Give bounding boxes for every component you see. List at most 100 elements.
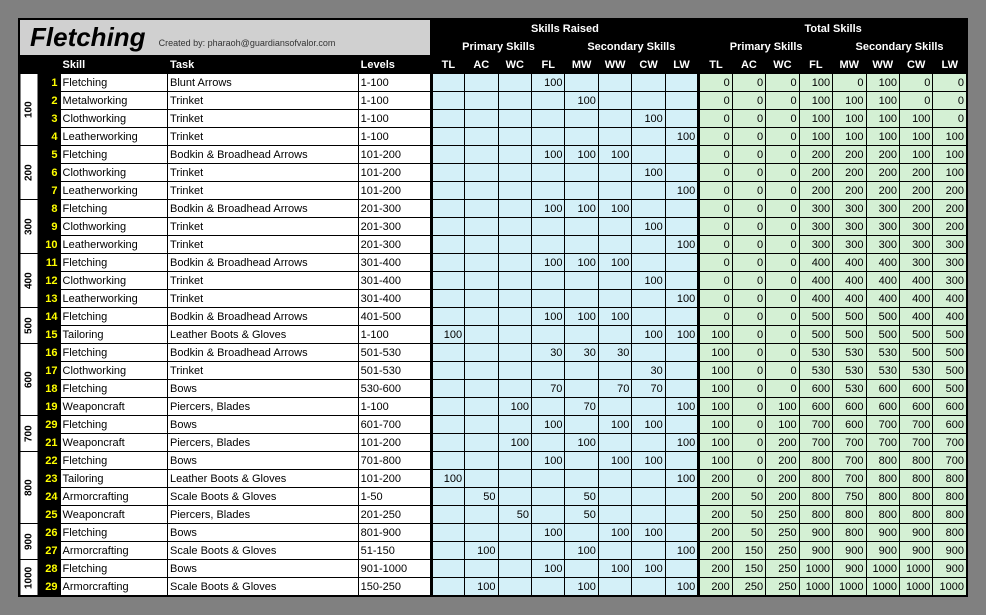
task-cell: Trinket [168,92,359,110]
ts-cell: 1000 [866,578,899,596]
sr-cell [565,236,598,254]
skill-cell: Armorcrafting [60,578,167,596]
ts-cell: 500 [833,308,866,326]
ts-cell: 0 [766,110,799,128]
sr-cell: 100 [531,452,564,470]
sr-cell [598,506,631,524]
ts-cell: 0 [766,254,799,272]
ts-cell: 0 [766,290,799,308]
sr-cell [565,218,598,236]
table-row: 24ArmorcraftingScale Boots & Gloves1-505… [20,488,967,506]
sr-cell: 100 [565,434,598,452]
ts-cell: 100 [699,344,732,362]
ts-cell: 200 [799,182,832,200]
sr-cell: 100 [531,146,564,164]
row-number: 13 [38,290,60,308]
sr-cell: 100 [598,452,631,470]
sr-cell [498,380,531,398]
ts-cell: 400 [933,308,967,326]
row-number: 4 [38,128,60,146]
levels-cell: 301-400 [358,254,431,272]
ts-cell: 500 [933,362,967,380]
ts-cell: 0 [699,218,732,236]
task-cell: Scale Boots & Gloves [168,578,359,596]
group-skills-raised: Skills Raised [431,20,699,38]
ts-cell: 0 [766,164,799,182]
sr-cell [431,74,464,92]
task-cell: Leather Boots & Gloves [168,470,359,488]
ts-cell: 100 [899,146,932,164]
ts-cell: 1000 [899,578,932,596]
sr-cell [632,92,665,110]
ts-cell: 150 [732,560,765,578]
sr-cell [465,110,498,128]
ts-cell: 600 [799,380,832,398]
ts-cell: 250 [766,578,799,596]
ts-cell: 600 [866,380,899,398]
sr-cell: 100 [565,254,598,272]
sr-cell [632,398,665,416]
sr-cell: 100 [565,200,598,218]
sr-cell [431,416,464,434]
ts-cell: 530 [866,362,899,380]
ts-cell: 0 [732,110,765,128]
sr-cell [465,254,498,272]
sr-cell [632,434,665,452]
table-row: 40011FletchingBodkin & Broadhead Arrows3… [20,254,967,272]
levels-cell: 101-200 [358,182,431,200]
ts-cell: 530 [833,380,866,398]
row-number: 12 [38,272,60,290]
fletching-sheet: Fletching Created by: pharaoh@guardianso… [18,18,968,597]
sr-cell [598,434,631,452]
sr-cell [498,488,531,506]
task-cell: Trinket [168,164,359,182]
ts-cell: 0 [699,290,732,308]
levels-cell: 901-1000 [358,560,431,578]
ts-cell: 800 [799,488,832,506]
sr-cell [665,146,698,164]
row-number: 15 [38,326,60,344]
sr-cell [531,578,564,596]
sr-cell: 100 [531,254,564,272]
ts-cell: 100 [933,128,967,146]
sr-cell: 100 [665,290,698,308]
sr-cell [598,398,631,416]
sr-cell [431,308,464,326]
ts-cell: 100 [766,416,799,434]
ts-cell: 900 [833,542,866,560]
skill-cell: Fletching [60,74,167,92]
task-cell: Bows [168,416,359,434]
ts-cell: 300 [899,254,932,272]
sr-cell: 100 [531,308,564,326]
sr-cell [632,308,665,326]
ts-cell: 100 [933,146,967,164]
sr-cell [598,218,631,236]
sr-cell: 100 [465,578,498,596]
levels-cell: 301-400 [358,272,431,290]
ts-cell: 200 [833,164,866,182]
ts-cell: 100 [799,92,832,110]
ts-cell: 800 [933,506,967,524]
ts-cell: 500 [899,326,932,344]
task-cell: Trinket [168,128,359,146]
row-number: 22 [38,452,60,470]
ts-cell: 200 [899,182,932,200]
data-body: 1001FletchingBlunt Arrows1-1001000001000… [20,74,967,596]
ts-cell: 500 [866,326,899,344]
level-stripe: 400 [20,254,38,308]
sr-cell [632,236,665,254]
sr-cell [431,254,464,272]
sr-cell [565,164,598,182]
ts-cell: 100 [699,380,732,398]
sr-cell [565,416,598,434]
sr-cell: 100 [565,308,598,326]
ts-cell: 200 [699,578,732,596]
sr-cell [465,398,498,416]
ts-cell: 200 [699,488,732,506]
sr-cell [431,290,464,308]
levels-cell: 101-200 [358,164,431,182]
table-row: 100028FletchingBows901-10001001001002001… [20,560,967,578]
sr-cell [565,182,598,200]
sr-cell [465,452,498,470]
task-cell: Leather Boots & Gloves [168,326,359,344]
